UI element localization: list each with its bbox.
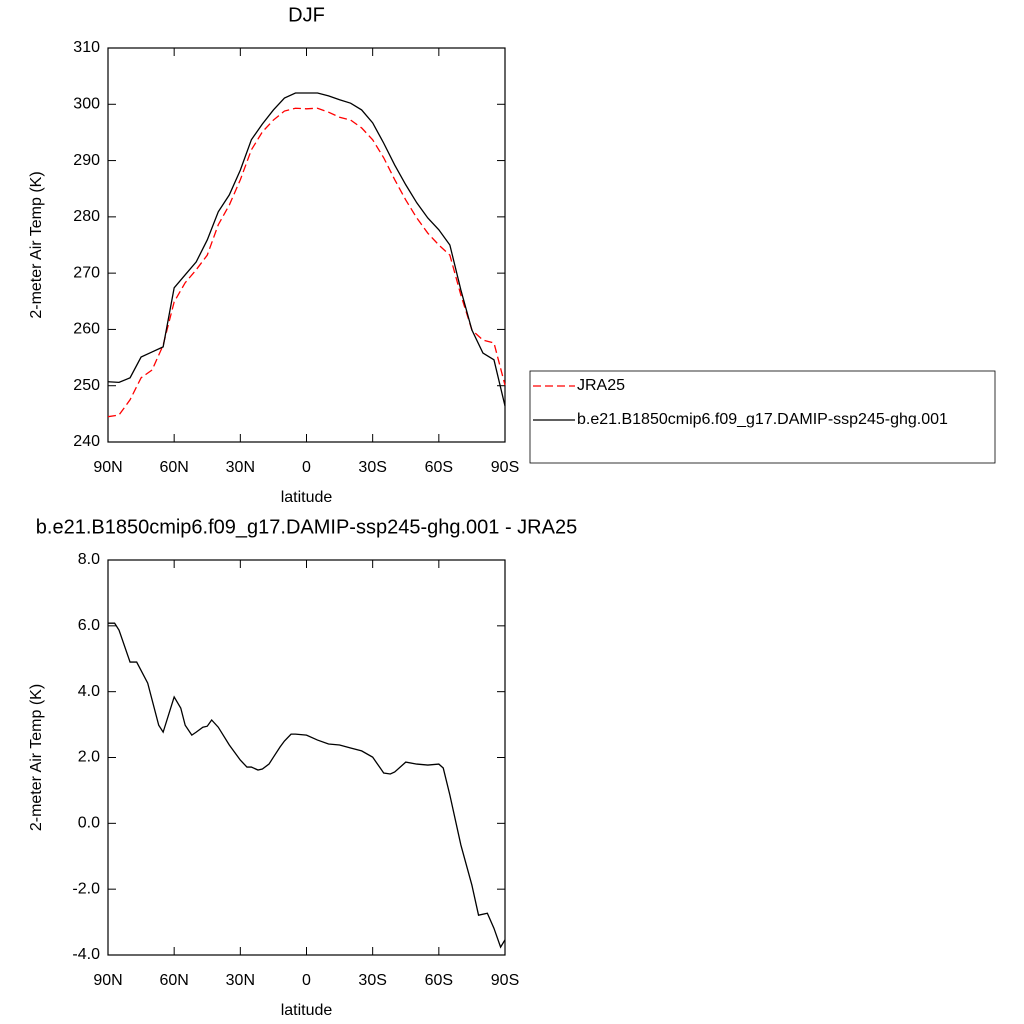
legend-box (529, 370, 996, 464)
y-tick-label: 240 (73, 433, 100, 450)
y-tick-label: 0.0 (78, 815, 100, 832)
x-tick-label: 90S (491, 972, 519, 989)
x-tick-label: 90S (491, 459, 519, 476)
x-tick-label: 30S (358, 459, 386, 476)
y-tick-label: -2.0 (72, 880, 100, 897)
data-line (107, 92, 506, 407)
x-axis-label: latitude (281, 1002, 333, 1019)
chart-title: b.e21.B1850cmip6.f09_g17.DAMIP-ssp245-gh… (36, 516, 577, 538)
y-tick-label: 250 (73, 377, 100, 394)
y-axis-label: 2-meter Air Temp (K) (28, 171, 45, 318)
chart-title: DJF (288, 4, 325, 26)
y-tick-label: 290 (73, 152, 100, 169)
plot-frame (107, 47, 506, 443)
x-tick-label: 90N (93, 972, 122, 989)
y-tick-label: 6.0 (78, 617, 100, 634)
y-tick-label: 280 (73, 208, 100, 225)
y-tick-label: 2.0 (78, 749, 100, 766)
x-axis-label: latitude (281, 489, 333, 506)
x-tick-label: 60S (425, 972, 453, 989)
plot-frame (107, 559, 506, 956)
x-tick-label: 0 (302, 972, 311, 989)
y-tick-label: 8.0 (78, 551, 100, 568)
x-tick-label: 60S (425, 459, 453, 476)
x-tick-label: 60N (159, 459, 188, 476)
y-tick-label: 300 (73, 96, 100, 113)
y-tick-label: 4.0 (78, 683, 100, 700)
x-tick-label: 60N (159, 972, 188, 989)
legend-label: b.e21.B1850cmip6.f09_g17.DAMIP-ssp245-gh… (577, 411, 948, 428)
x-tick-label: 90N (93, 459, 122, 476)
y-axis-label: 2-meter Air Temp (K) (28, 684, 45, 831)
x-tick-label: 30N (226, 459, 255, 476)
y-tick-label: -4.0 (72, 946, 100, 963)
x-tick-label: 30S (358, 972, 386, 989)
x-tick-label: 30N (226, 972, 255, 989)
y-tick-label: 270 (73, 264, 100, 281)
y-tick-label: 260 (73, 321, 100, 338)
data-line (107, 107, 506, 418)
data-line (108, 622, 506, 949)
x-tick-label: 0 (302, 459, 311, 476)
y-tick-label: 310 (73, 39, 100, 56)
legend-label: JRA25 (577, 377, 625, 394)
